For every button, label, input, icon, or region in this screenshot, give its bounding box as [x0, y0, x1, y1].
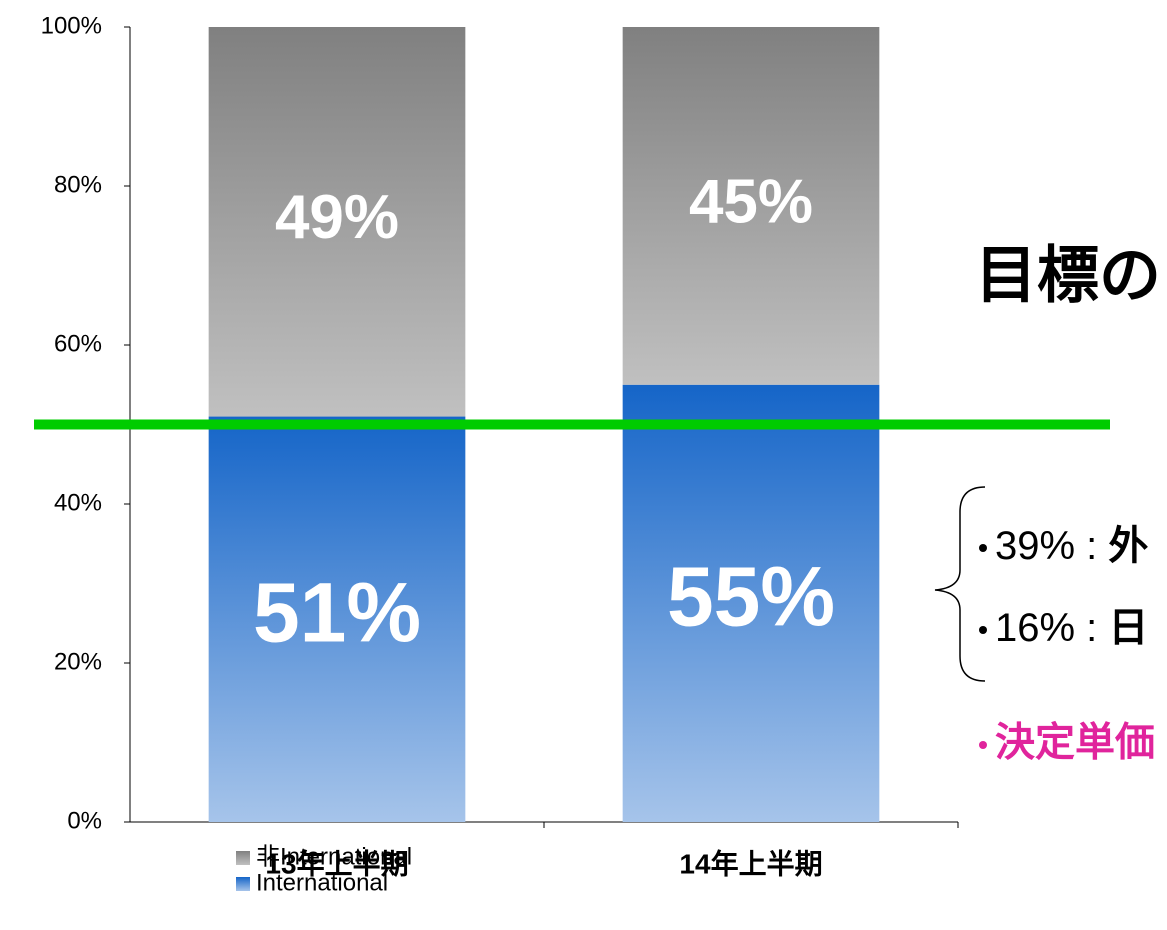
bullet [979, 626, 987, 634]
x-tick-label: 14年上半期 [679, 847, 822, 879]
note: 39% : 外 [995, 524, 1148, 568]
legend-swatch [236, 877, 250, 891]
legend-label: 非International [256, 843, 412, 870]
bar-segment [208, 416, 466, 822]
y-tick-label: 40% [54, 489, 102, 516]
value-label: 45% [689, 167, 813, 236]
y-tick-label: 60% [54, 330, 102, 357]
note-emphasis: 日 [1108, 606, 1148, 650]
bar-segment [622, 384, 880, 822]
note-emphasis: 外 [1108, 524, 1148, 568]
value-label: 51% [253, 565, 421, 659]
value-label: 55% [667, 550, 835, 644]
note: 16% : 日 [995, 606, 1148, 650]
legend-label: International [256, 869, 388, 896]
x-tick-label: 13年上半期 [265, 847, 408, 879]
bar-segment [208, 27, 466, 417]
note-text: 39% : [995, 524, 1108, 568]
highlight: 決定単価 [995, 721, 1155, 765]
y-tick-label: 0% [67, 807, 102, 834]
bullet [979, 544, 987, 552]
note-text: 16% : [995, 606, 1108, 650]
brace [934, 486, 986, 682]
y-tick-label: 80% [54, 171, 102, 198]
annotation-title: 目標の [975, 241, 1161, 310]
y-tick-label: 20% [54, 648, 102, 675]
value-label: 49% [275, 183, 399, 252]
bar-segment [622, 27, 880, 385]
bullet [979, 741, 987, 749]
legend-swatch [236, 851, 250, 865]
y-tick-label: 100% [41, 12, 102, 39]
